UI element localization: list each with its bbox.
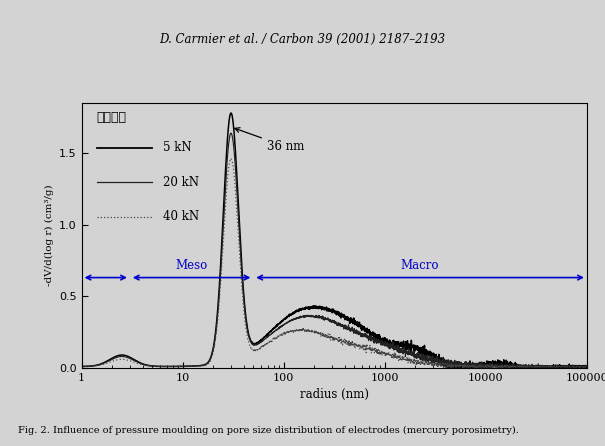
Text: D. Carmier et al. / Carbon 39 (2001) 2187–2193: D. Carmier et al. / Carbon 39 (2001) 218… bbox=[160, 33, 445, 46]
Text: 36 nm: 36 nm bbox=[235, 128, 304, 153]
Text: 성형압력: 성형압력 bbox=[97, 111, 127, 124]
Y-axis label: -dV/d(log r) (cm³/g): -dV/d(log r) (cm³/g) bbox=[45, 185, 54, 286]
Text: 5 kN: 5 kN bbox=[163, 141, 191, 154]
Text: Meso: Meso bbox=[175, 259, 208, 272]
Text: 20 kN: 20 kN bbox=[163, 176, 198, 189]
X-axis label: radius (nm): radius (nm) bbox=[299, 388, 369, 401]
Text: Fig. 2. Influence of pressure moulding on pore size distribution of electrodes (: Fig. 2. Influence of pressure moulding o… bbox=[18, 426, 519, 435]
Text: 40 kN: 40 kN bbox=[163, 210, 198, 223]
Text: Macro: Macro bbox=[401, 259, 439, 272]
